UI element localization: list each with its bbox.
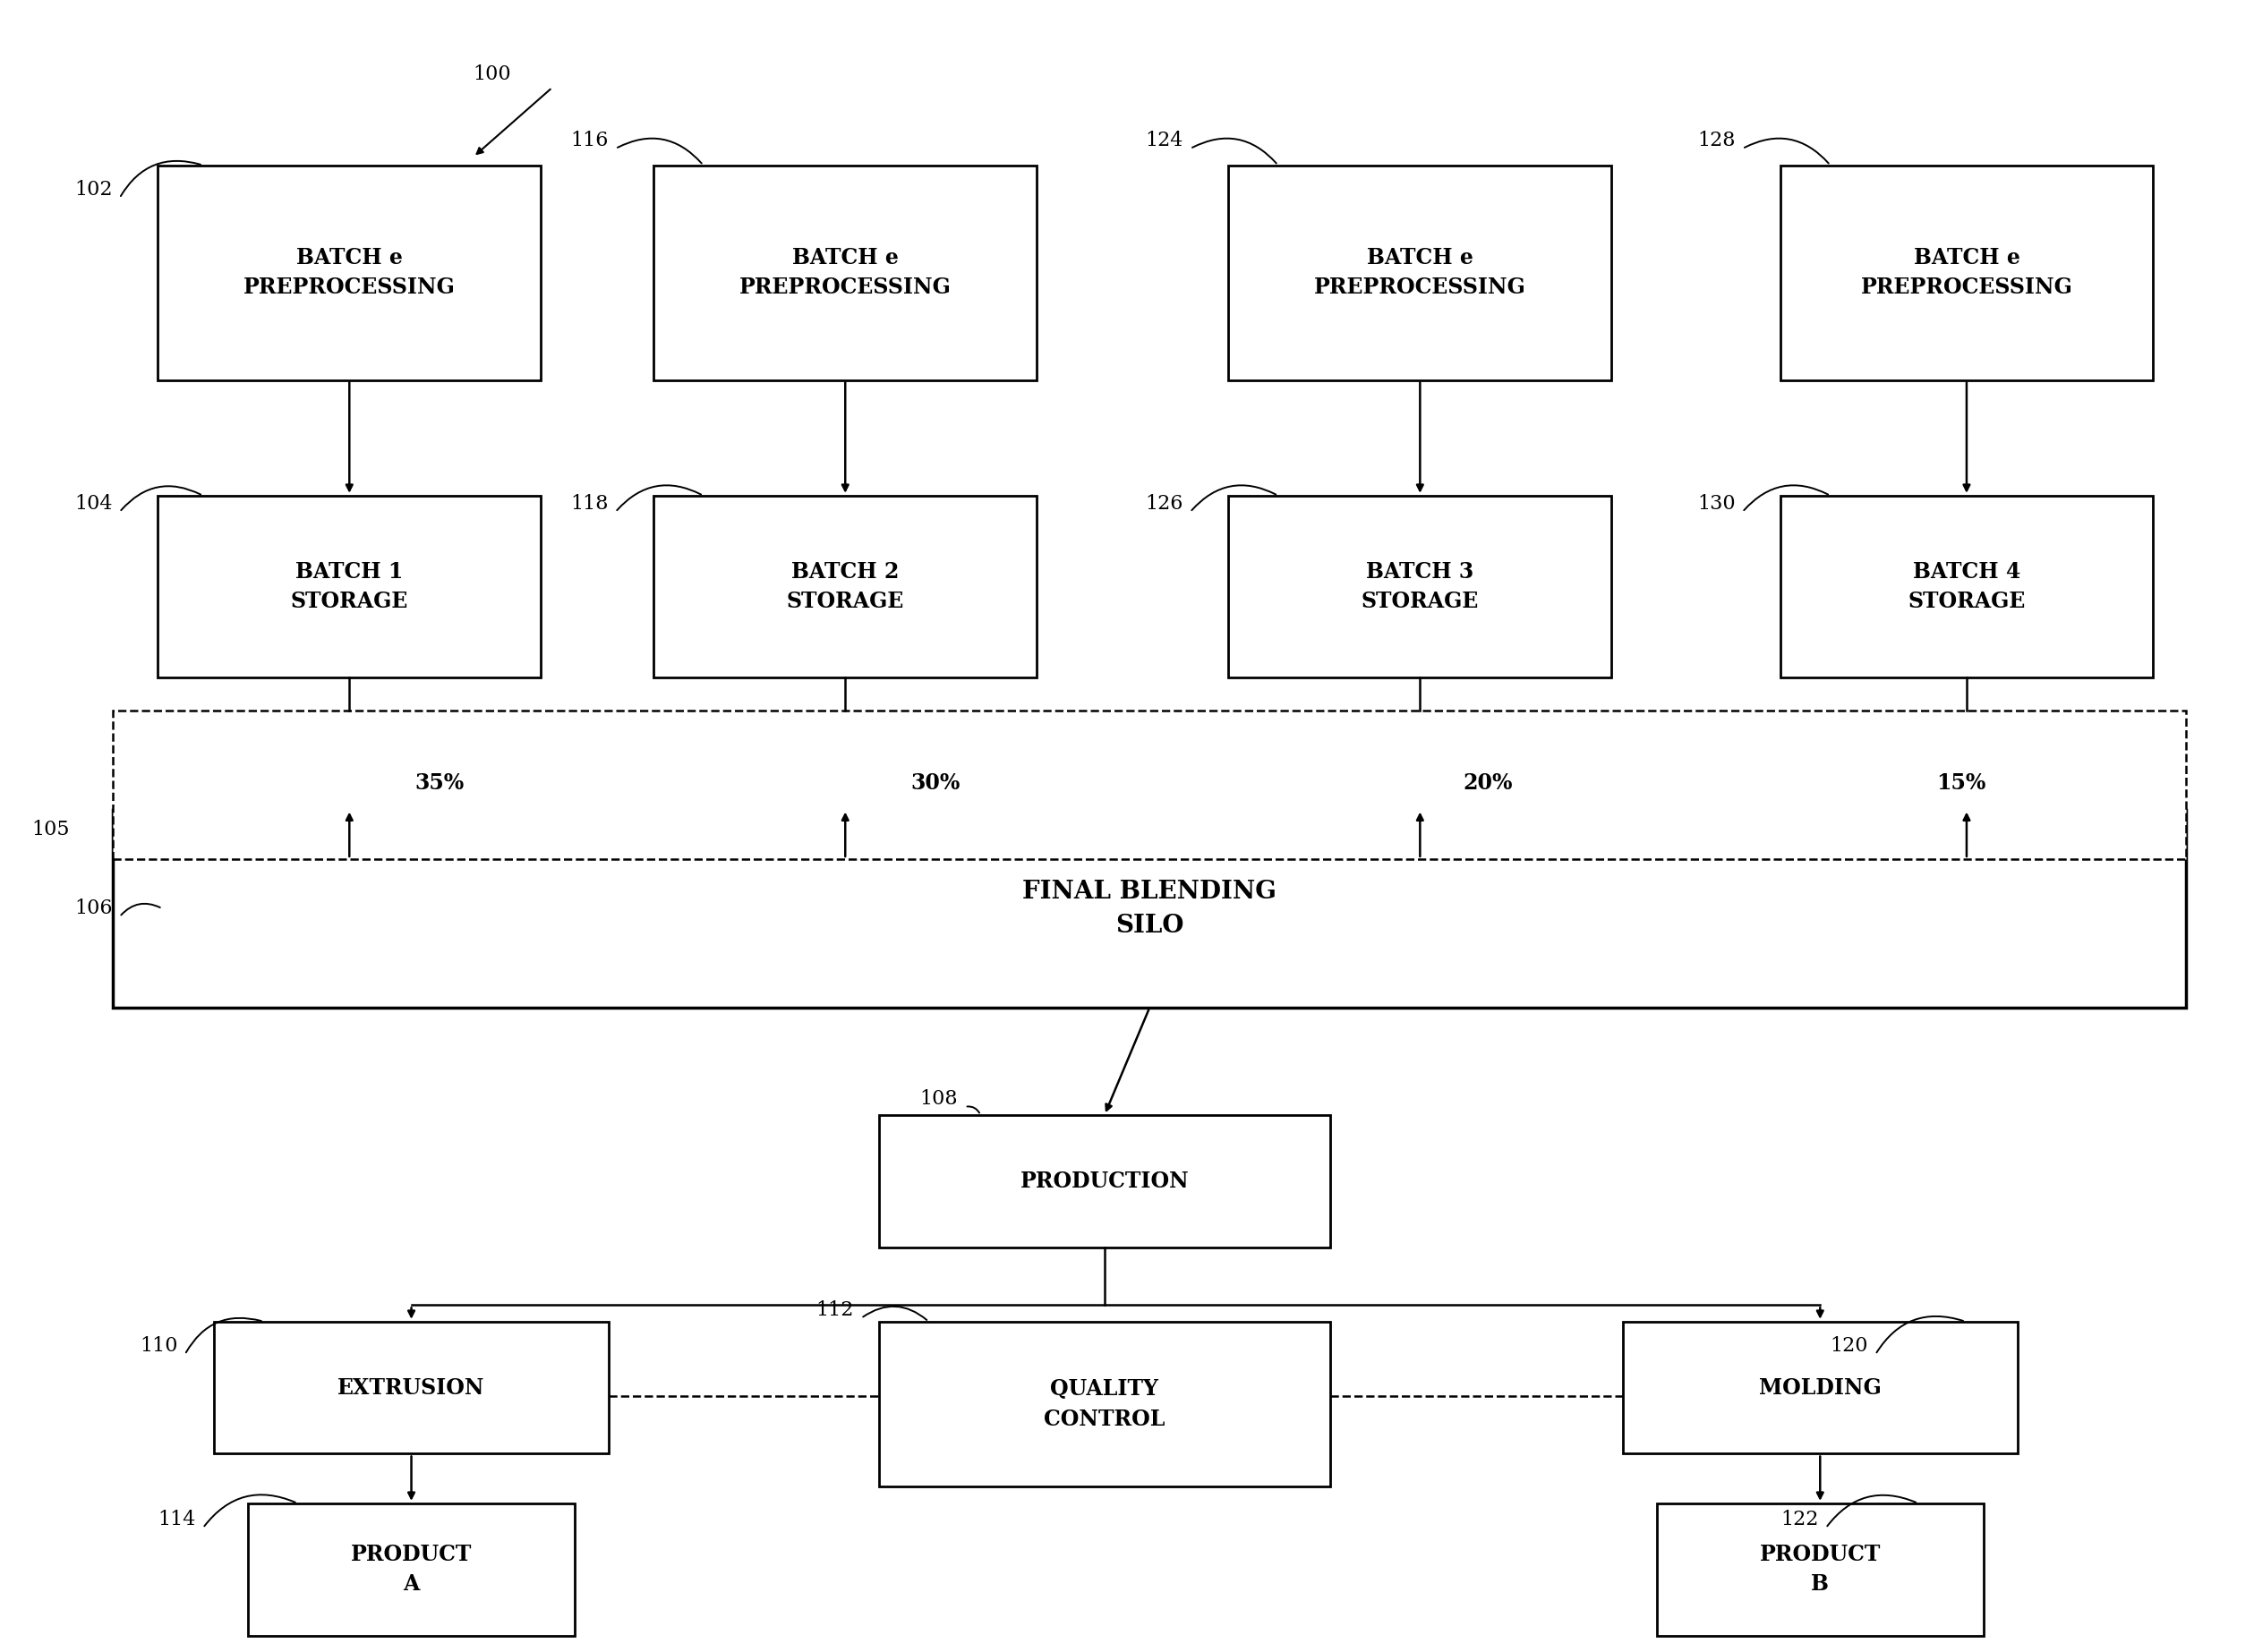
Text: BATCH 3
STORAGE: BATCH 3 STORAGE: [1361, 560, 1479, 613]
Text: EXTRUSION: EXTRUSION: [338, 1376, 485, 1399]
Text: 100: 100: [473, 64, 512, 84]
Text: 20%: 20%: [1463, 771, 1512, 795]
Text: 110: 110: [140, 1336, 178, 1356]
Text: QUALITY
CONTROL: QUALITY CONTROL: [1044, 1378, 1165, 1431]
Bar: [1228, 496, 1612, 677]
Text: 122: 122: [1781, 1510, 1819, 1530]
Text: 15%: 15%: [1936, 771, 1986, 795]
Text: BATCH 1
STORAGE: BATCH 1 STORAGE: [291, 560, 408, 613]
Text: 102: 102: [74, 180, 113, 200]
Bar: [1623, 1322, 2017, 1454]
Bar: [1657, 1503, 1984, 1635]
Bar: [158, 165, 541, 380]
Text: 106: 106: [74, 899, 113, 919]
Text: FINAL BLENDING
SILO: FINAL BLENDING SILO: [1023, 881, 1276, 937]
Text: 105: 105: [32, 819, 70, 839]
Text: PRODUCTION: PRODUCTION: [1021, 1170, 1188, 1193]
Bar: [214, 1322, 609, 1454]
Bar: [1781, 165, 2153, 380]
Bar: [113, 710, 2186, 859]
Text: 116: 116: [570, 131, 609, 150]
Text: BATCH e
PREPROCESSING: BATCH e PREPROCESSING: [243, 246, 455, 299]
Bar: [879, 1322, 1330, 1487]
Text: BATCH e
PREPROCESSING: BATCH e PREPROCESSING: [739, 246, 951, 299]
Text: BATCH 4
STORAGE: BATCH 4 STORAGE: [1907, 560, 2026, 613]
Text: 112: 112: [816, 1300, 854, 1320]
Bar: [654, 496, 1037, 677]
Text: 30%: 30%: [911, 771, 960, 795]
Text: 104: 104: [74, 494, 113, 514]
Bar: [113, 809, 2186, 1008]
Text: PRODUCT
A: PRODUCT A: [352, 1543, 471, 1596]
Text: 108: 108: [920, 1089, 958, 1108]
Text: 120: 120: [1830, 1336, 1869, 1356]
Text: PRODUCT
B: PRODUCT B: [1760, 1543, 1880, 1596]
Text: 124: 124: [1145, 131, 1183, 150]
Bar: [879, 1115, 1330, 1247]
Text: 35%: 35%: [415, 771, 464, 795]
Bar: [158, 496, 541, 677]
Text: 130: 130: [1697, 494, 1736, 514]
Bar: [1781, 496, 2153, 677]
Bar: [248, 1503, 575, 1635]
Bar: [1228, 165, 1612, 380]
Text: BATCH 2
STORAGE: BATCH 2 STORAGE: [787, 560, 904, 613]
Text: BATCH e
PREPROCESSING: BATCH e PREPROCESSING: [1314, 246, 1526, 299]
Text: 118: 118: [570, 494, 609, 514]
Text: 114: 114: [158, 1510, 196, 1530]
Text: 128: 128: [1697, 131, 1736, 150]
Text: BATCH e
PREPROCESSING: BATCH e PREPROCESSING: [1860, 246, 2074, 299]
Bar: [654, 165, 1037, 380]
Text: MOLDING: MOLDING: [1758, 1376, 1882, 1399]
Text: 126: 126: [1145, 494, 1183, 514]
